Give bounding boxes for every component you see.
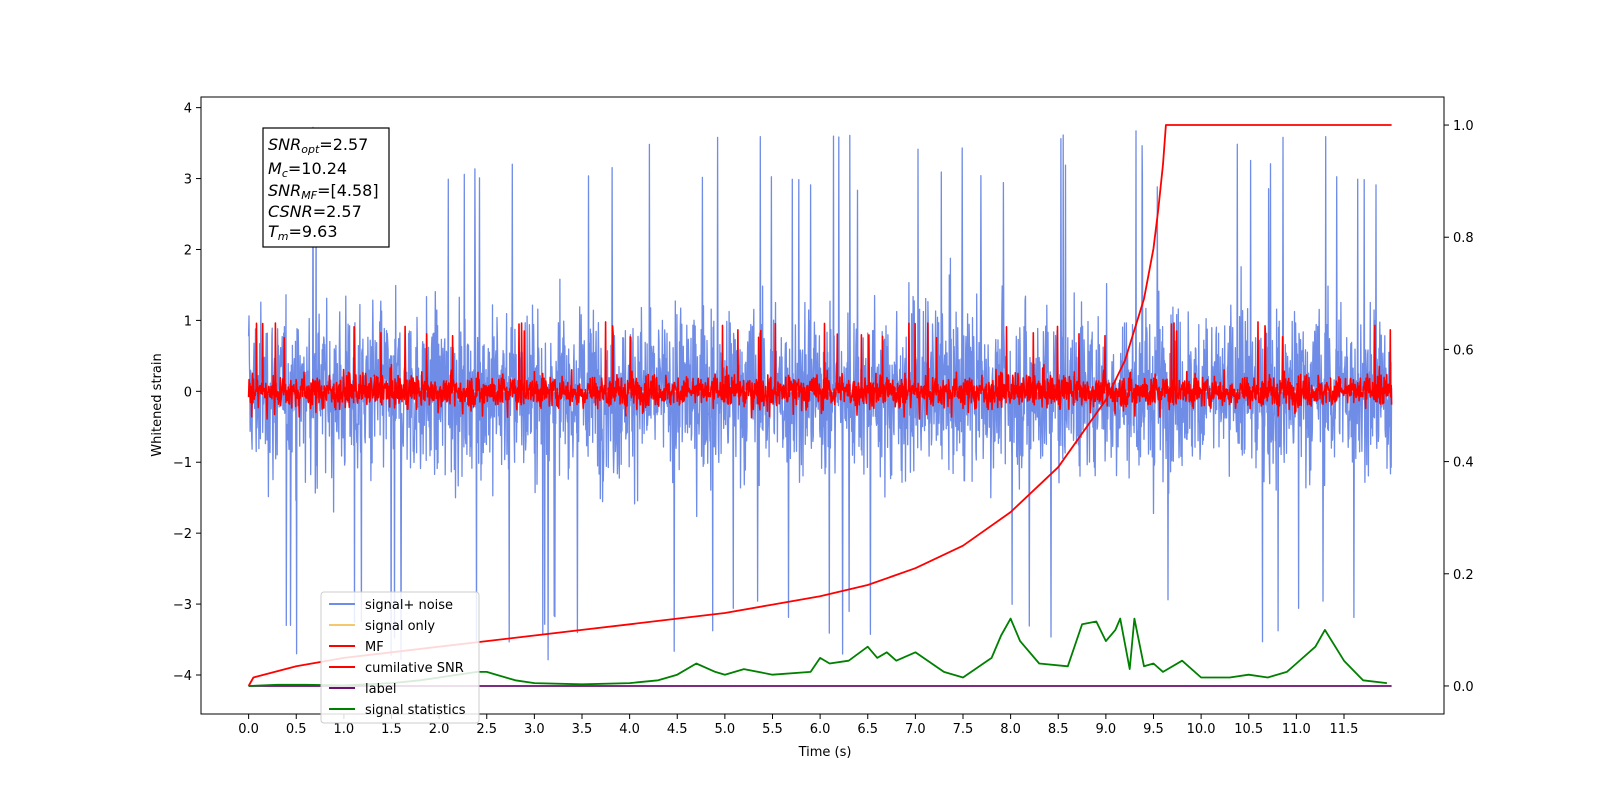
y-tick-label: 3 — [184, 173, 192, 188]
y2-tick-label: 1.0 — [1453, 119, 1474, 134]
x-tick-label: 8.5 — [1048, 722, 1069, 737]
x-tick-label: 8.0 — [1000, 722, 1021, 737]
x-tick-label: 3.0 — [524, 722, 545, 737]
stat-tm: Tm=9.63 — [268, 222, 338, 243]
stat-mc: Mc=10.24 — [268, 159, 347, 180]
x-tick-label: 9.0 — [1096, 722, 1117, 737]
y2-tick-label: 0.4 — [1453, 456, 1474, 471]
x-tick-label: 11.5 — [1330, 722, 1359, 737]
stat-csnr: CSNR=2.57 — [268, 202, 362, 221]
y-tick-label: −1 — [173, 456, 192, 471]
x-tick-label: 6.0 — [810, 722, 831, 737]
legend-label-mf: MF — [365, 640, 384, 655]
plot-frame — [200, 96, 1445, 715]
x-tick-label: 7.5 — [953, 722, 974, 737]
y2-tick-label: 0.0 — [1453, 680, 1474, 695]
x-tick-label: 5.5 — [762, 722, 783, 737]
legend: signal+ noise signal only MF cumilative … — [320, 591, 480, 724]
x-tick-label: 4.5 — [667, 722, 688, 737]
x-tick-label: 1.0 — [334, 722, 355, 737]
x-tick-label: 4.0 — [619, 722, 640, 737]
x-tick-label: 3.5 — [572, 722, 593, 737]
y-tick-label: −2 — [173, 527, 192, 542]
x-tick-label: 5.0 — [715, 722, 736, 737]
legend-frame — [320, 591, 480, 724]
series-signal-statistics-line — [248, 617, 1388, 687]
axes: 0.0 0.5 1.0 1.5 2.0 2.5 3.0 3.5 4.0 4.5 5.0 5.5 6.0 6… — [173, 96, 1474, 737]
legend-label-signal-only: signal only — [365, 619, 435, 634]
y-tick-label: 1 — [184, 314, 192, 329]
stat-snr-opt: SNRopt=2.57 — [268, 135, 368, 156]
y2-tick-label: 0.2 — [1453, 568, 1474, 583]
x-tick-label: 0.0 — [238, 722, 259, 737]
x-tick-label: 2.0 — [429, 722, 450, 737]
x-tick-label: 1.5 — [381, 722, 402, 737]
x-tick-label: 6.5 — [857, 722, 878, 737]
y-axis-label: Whitened strain — [150, 353, 165, 456]
legend-label-signal-statistics: signal statistics — [365, 703, 466, 718]
series-mf-line — [247, 321, 1393, 420]
legend-label-cumulative-snr: cumilative SNR — [365, 661, 464, 676]
x-tick-label: 2.5 — [476, 722, 497, 737]
y-tick-label: 4 — [184, 102, 192, 117]
stat-snr-mf: SNRMF=[4.58] — [268, 181, 379, 202]
x-tick-label: 7.0 — [905, 722, 926, 737]
y-tick-label: 0 — [184, 385, 192, 400]
x-tick-label: 10.5 — [1234, 722, 1263, 737]
stats-box-frame — [262, 127, 390, 248]
y-tick-label: 2 — [184, 243, 192, 258]
x-axis-label: Time (s) — [798, 745, 852, 760]
legend-label-label: label — [365, 682, 396, 697]
y-tick-label: −4 — [173, 669, 192, 684]
stats-annotation-box: SNRopt=2.57 Mc=10.24 SNRMF=[4.58] CSNR=2… — [262, 127, 390, 248]
x-tick-label: 10.0 — [1187, 722, 1216, 737]
y-tick-label: −3 — [173, 598, 192, 613]
x-tick-label: 0.5 — [286, 722, 307, 737]
y2-tick-label: 0.6 — [1453, 343, 1474, 358]
x-tick-label: 9.5 — [1143, 722, 1164, 737]
y2-tick-label: 0.8 — [1453, 231, 1474, 246]
legend-label-signal-noise: signal+ noise — [365, 598, 453, 613]
x-tick-label: 11.0 — [1282, 722, 1311, 737]
